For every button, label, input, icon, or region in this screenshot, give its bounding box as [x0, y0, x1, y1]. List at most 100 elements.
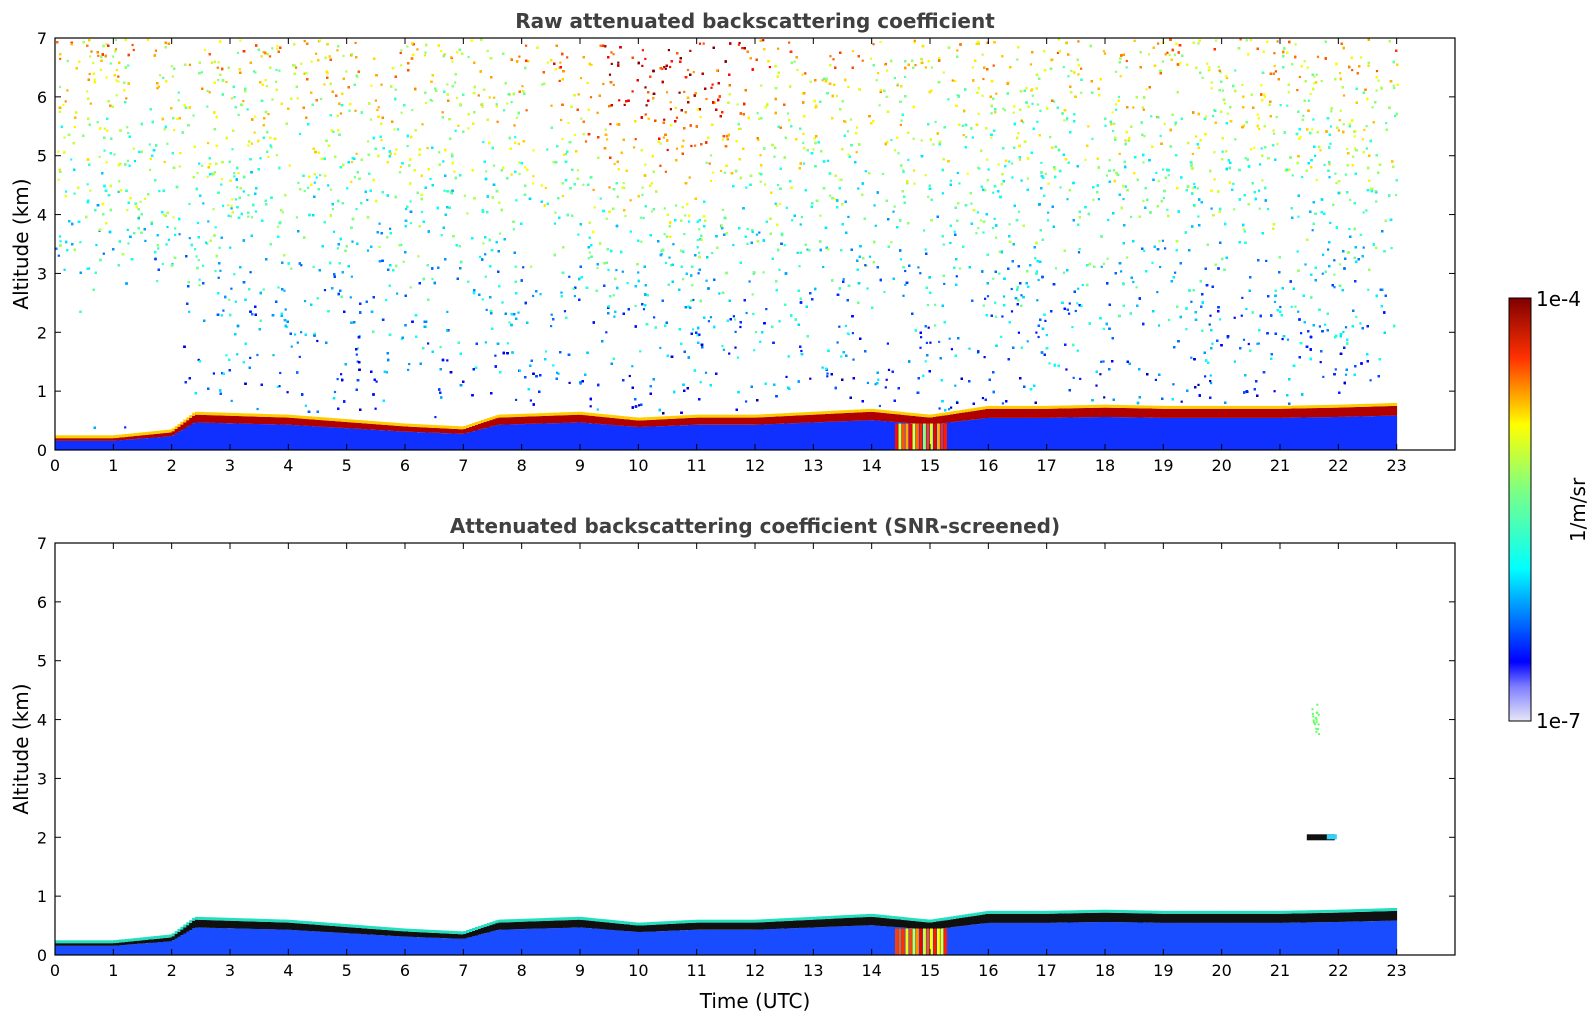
backscatter-pixel: [1362, 211, 1365, 214]
backscatter-pixel: [919, 272, 922, 275]
backscatter-pixel: [893, 76, 896, 80]
backscatter-pixel: [295, 216, 298, 219]
backscatter-pixel: [298, 355, 301, 358]
backscatter-pixel: [998, 272, 1001, 275]
backscatter-pixel: [711, 83, 714, 86]
backscatter-pixel: [1247, 342, 1250, 346]
backscatter-pixel: [1142, 199, 1145, 203]
backscatter-pixel: [976, 211, 980, 214]
backscatter-pixel: [977, 227, 980, 230]
backscatter-pixel: [172, 216, 175, 219]
backscatter-pixel: [924, 174, 927, 177]
backscatter-pixel: [484, 275, 487, 278]
backscatter-pixel: [1273, 300, 1277, 303]
backscatter-pixel: [99, 68, 102, 71]
backscatter-pixel: [705, 161, 708, 164]
backscatter-pixel: [745, 186, 748, 189]
backscatter-pixel: [66, 89, 69, 92]
backscatter-pixel: [450, 56, 453, 59]
backscatter-pixel: [1286, 338, 1290, 341]
backscatter-pixel: [799, 223, 802, 226]
backscatter-pixel: [58, 235, 62, 238]
backscatter-pixel: [89, 102, 92, 105]
backscatter-pixel: [268, 55, 272, 58]
backscatter-pixel: [443, 53, 446, 56]
backscatter-pixel: [855, 151, 858, 154]
backscatter-pixel: [93, 78, 96, 81]
backscatter-pixel: [1352, 155, 1355, 158]
backscatter-pixel: [693, 144, 697, 147]
backscatter-pixel: [723, 171, 726, 174]
backscatter-pixel: [202, 202, 205, 205]
backscatter-pixel: [890, 139, 893, 142]
backscatter-pixel: [1112, 129, 1115, 133]
backscatter-pixel: [662, 136, 665, 139]
backscatter-pixel: [691, 284, 694, 287]
backscatter-pixel: [904, 283, 907, 286]
backscatter-pixel: [914, 64, 917, 67]
backscatter-pixel: [329, 188, 332, 191]
backscatter-pixel: [1261, 179, 1264, 182]
backscatter-pixel: [485, 308, 488, 311]
backscatter-pixel: [1258, 127, 1261, 131]
backscatter-pixel: [312, 265, 315, 268]
backscatter-pixel: [1219, 318, 1222, 321]
backscatter-pixel: [832, 58, 835, 61]
backscatter-pixel: [975, 232, 978, 235]
backscatter-pixel: [205, 241, 208, 244]
backscatter-pixel: [279, 371, 282, 375]
backscatter-pixel: [943, 282, 946, 285]
backscatter-pixel: [884, 386, 887, 389]
backscatter-pixel: [63, 268, 66, 271]
backscatter-pixel: [57, 150, 60, 153]
backscatter-pixel: [276, 44, 279, 47]
backscatter-pixel: [573, 295, 576, 298]
backscatter-pixel: [1263, 95, 1266, 99]
backscatter-pixel: [1303, 60, 1306, 63]
backscatter-pixel: [869, 57, 873, 60]
backscatter-pixel: [114, 38, 117, 42]
backscatter-pixel: [499, 232, 502, 235]
backscatter-pixel: [986, 295, 990, 298]
backscatter-pixel: [1241, 83, 1244, 86]
backscatter-pixel: [1059, 186, 1062, 189]
backscatter-pixel: [987, 168, 990, 171]
backscatter-pixel: [626, 282, 629, 285]
backscatter-pixel: [210, 61, 213, 64]
backscatter-pixel: [602, 82, 605, 86]
backscatter-pixel: [217, 276, 220, 279]
backscatter-pixel: [177, 91, 180, 94]
backscatter-pixel: [737, 128, 740, 131]
backscatter-pixel: [162, 76, 165, 79]
backscatter-pixel: [1328, 176, 1331, 179]
backscatter-pixel: [1046, 219, 1050, 222]
backscatter-pixel: [231, 148, 234, 151]
backscatter-pixel: [644, 163, 647, 166]
backscatter-pixel: [351, 240, 354, 243]
backscatter-pixel: [1053, 100, 1056, 103]
backscatter-pixel: [1375, 70, 1379, 73]
backscatter-pixel: [495, 105, 498, 108]
backscatter-pixel: [149, 168, 152, 171]
backscatter-pixel: [227, 204, 230, 207]
backscatter-pixel: [1210, 81, 1213, 84]
backscatter-pixel: [1212, 115, 1215, 118]
backscatter-pixel: [357, 347, 360, 350]
backscatter-pixel: [650, 182, 653, 185]
backscatter-pixel: [1066, 118, 1069, 121]
backscatter-pixel: [664, 67, 667, 70]
backscatter-pixel: [732, 315, 735, 318]
backscatter-pixel: [64, 100, 67, 103]
backscatter-pixel: [1294, 305, 1297, 308]
backscatter-pixel: [300, 331, 303, 334]
backscatter-pixel: [170, 65, 173, 68]
backscatter-pixel: [1026, 177, 1029, 180]
backscatter-pixel: [1205, 115, 1208, 118]
backscatter-pixel: [167, 238, 170, 241]
backscatter-pixel: [1025, 87, 1028, 90]
backscatter-pixel: [1081, 283, 1084, 287]
backscatter-pixel: [333, 390, 337, 394]
backscatter-pixel: [515, 116, 518, 119]
backscatter-pixel: [380, 139, 383, 142]
backscatter-pixel: [346, 187, 349, 190]
